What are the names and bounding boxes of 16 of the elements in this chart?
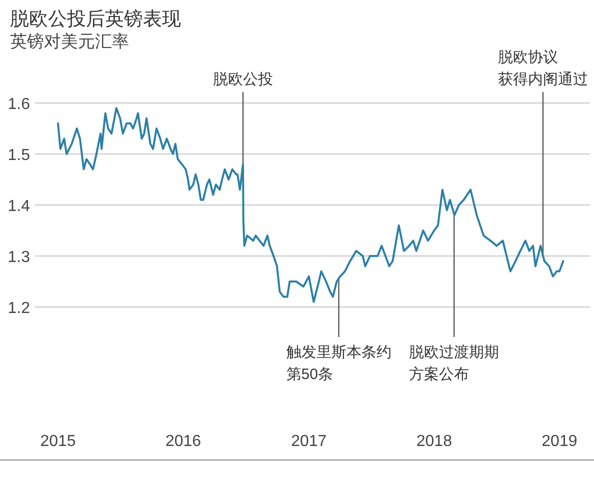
y-tick-label: 1.6 <box>8 96 30 113</box>
y-tick-label: 1.2 <box>8 300 30 317</box>
ref-line-label: 脱欧过渡期期方案公布 <box>409 344 500 383</box>
x-tick-label: 2015 <box>40 433 76 450</box>
x-tick-label: 2016 <box>165 433 202 450</box>
ref-line-label: 触发里斯本条约第50条 <box>286 344 392 383</box>
x-tick-label: 2019 <box>542 433 578 450</box>
chart-title: 脱欧公投后英镑表现 <box>10 9 181 30</box>
x-tick-label: 2018 <box>416 433 452 450</box>
ref-line-label: 脱欧公投 <box>213 71 273 88</box>
y-tick-label: 1.5 <box>8 147 30 164</box>
ref-line-label: 脱欧协议获得内阁通过 <box>498 49 588 88</box>
chart-subtitle: 英镑对美元汇率 <box>10 32 129 51</box>
y-tick-label: 1.3 <box>8 249 30 266</box>
y-tick-label: 1.4 <box>8 198 30 215</box>
x-tick-label: 2017 <box>291 433 327 450</box>
